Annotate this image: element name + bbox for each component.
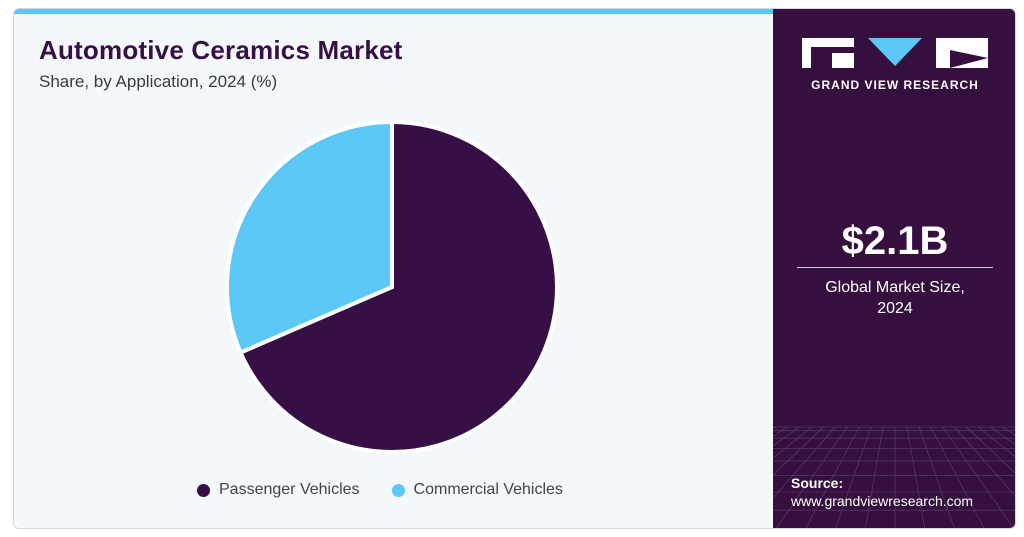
source-label: Source: <box>791 475 844 491</box>
chart-legend: Passenger Vehicles Commercial Vehicles <box>197 481 595 499</box>
source-note: Source: www.grandviewresearch.com <box>791 474 973 510</box>
legend-swatch-commercial <box>391 483 405 497</box>
chart-subtitle: Share, by Application, 2024 (%) <box>39 72 278 91</box>
chart-card: Automotive Ceramics Market Share, by App… <box>13 8 1016 529</box>
source-url: www.grandviewresearch.com <box>791 493 974 509</box>
sidebar-panel: GRAND VIEW RESEARCH $2.1B Global Market … <box>773 9 1015 528</box>
legend-swatch-passenger <box>197 483 210 497</box>
decorative-grid <box>773 426 1015 528</box>
stat-divider <box>797 267 993 268</box>
market-size-label-line1: Global Market Size, <box>825 279 965 296</box>
legend-label-commercial: Commercial Vehicles <box>413 481 563 498</box>
legend-item-commercial: Commercial Vehicles <box>391 481 563 499</box>
brand-name: GRAND VIEW RESEARCH <box>811 78 979 92</box>
market-size-label-line2: 2024 <box>877 300 913 317</box>
grid-lines <box>773 426 1015 528</box>
accent-bar <box>14 9 773 14</box>
chart-title: Automotive Ceramics Market <box>39 35 403 65</box>
legend-label-passenger: Passenger Vehicles <box>219 481 360 498</box>
chart-panel: Automotive Ceramics Market Share, by App… <box>14 9 773 528</box>
market-size-label: Global Market Size, 2024 <box>773 277 1015 319</box>
grand-view-research-logo <box>802 38 988 68</box>
market-size-value: $2.1B <box>841 219 949 263</box>
pie-chart <box>225 119 559 454</box>
pie-slice-commercial-vehicles <box>225 119 394 356</box>
legend-item-passenger: Passenger Vehicles <box>197 481 360 499</box>
pie-slice-passenger-vehicles <box>237 119 559 454</box>
